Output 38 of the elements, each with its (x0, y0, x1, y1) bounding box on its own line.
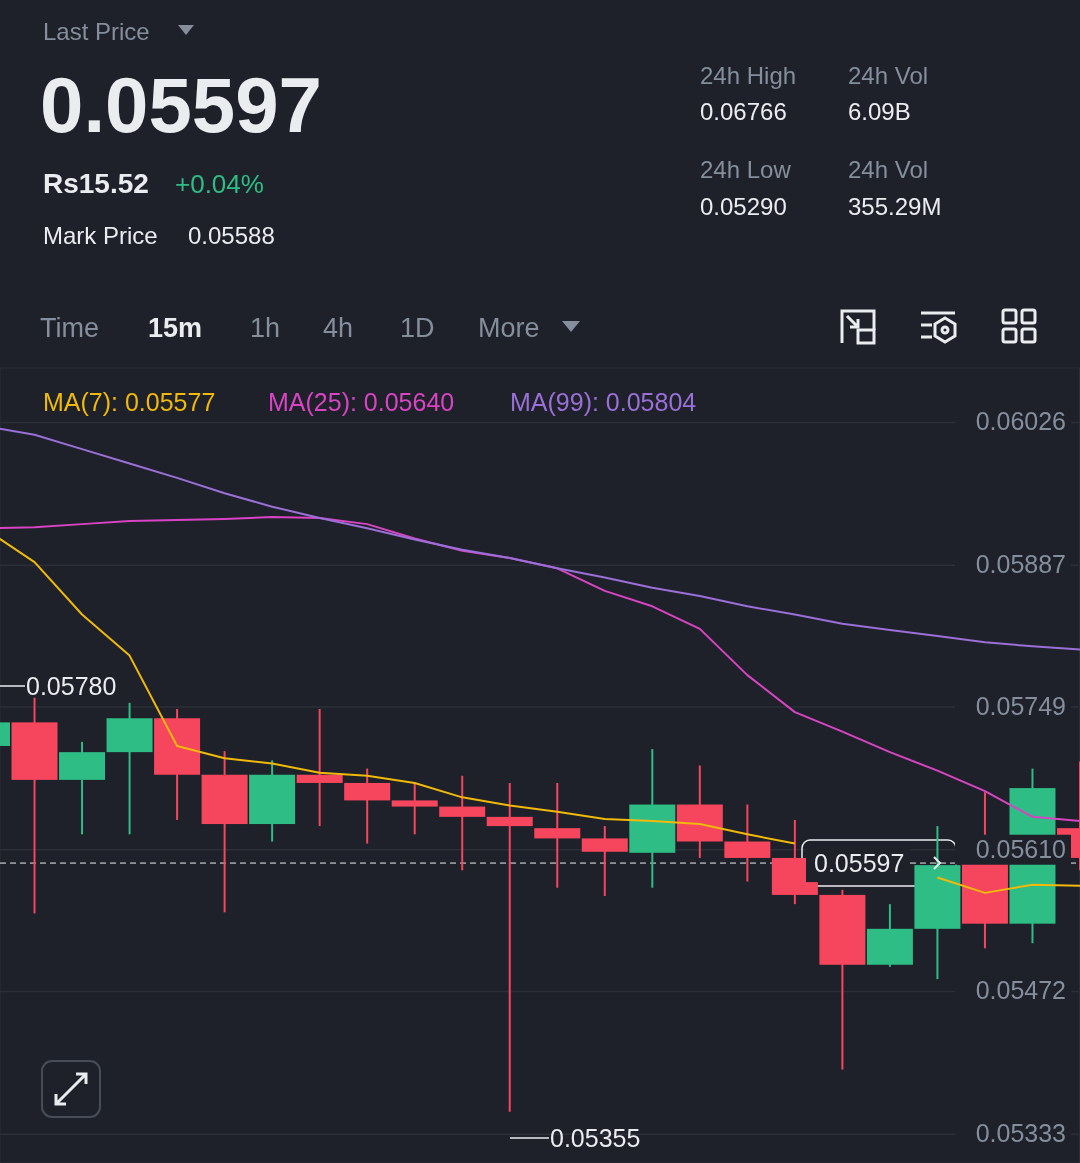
text: 0.05588 (188, 222, 275, 249)
text: 24h Vol (848, 62, 929, 89)
text: 355.29M (848, 193, 942, 220)
candlestick (439, 774, 486, 872)
y-tick-label: 0.05333 (975, 1119, 1066, 1148)
y-tick-label: 0.05610 (975, 834, 1066, 863)
candlestick (296, 708, 343, 828)
text: MA(99): 0.05804 (510, 388, 697, 416)
text: 0.05290 (700, 193, 787, 220)
text: 15m (148, 313, 203, 343)
candlestick (534, 781, 581, 889)
text: Time (40, 313, 99, 343)
candlestick (581, 825, 628, 897)
text: 6.09B (848, 98, 911, 125)
annotation: 0.05355 (550, 1124, 641, 1152)
text: Rs15.52 (43, 168, 149, 199)
text: Last Price (43, 18, 150, 45)
y-tick-label: 0.05472 (975, 976, 1066, 1005)
text: 0.05597 (40, 61, 322, 149)
text: 24h Vol (848, 156, 929, 183)
text: Mark Price (43, 222, 158, 249)
ref-line-label: 0.05597 (814, 849, 905, 878)
text: 1h (250, 313, 281, 343)
candlestick (486, 781, 533, 1113)
text: More (478, 313, 540, 343)
y-tick-label: 0.05749 (975, 691, 1066, 720)
text: MA(7): 0.05577 (43, 388, 216, 416)
text: 24h Low (700, 156, 792, 183)
text: 0.06766 (700, 98, 787, 125)
y-tick-label: 0.06026 (975, 407, 1066, 436)
text: 24h High (700, 62, 797, 89)
annotation: 0.05780 (26, 672, 117, 700)
text: +0.04% (175, 169, 264, 199)
y-tick-label: 0.05887 (975, 550, 1066, 579)
text: 4h (323, 313, 354, 343)
text: MA(25): 0.05640 (268, 388, 455, 416)
candlestick (391, 781, 438, 836)
text: 1D (400, 313, 435, 343)
